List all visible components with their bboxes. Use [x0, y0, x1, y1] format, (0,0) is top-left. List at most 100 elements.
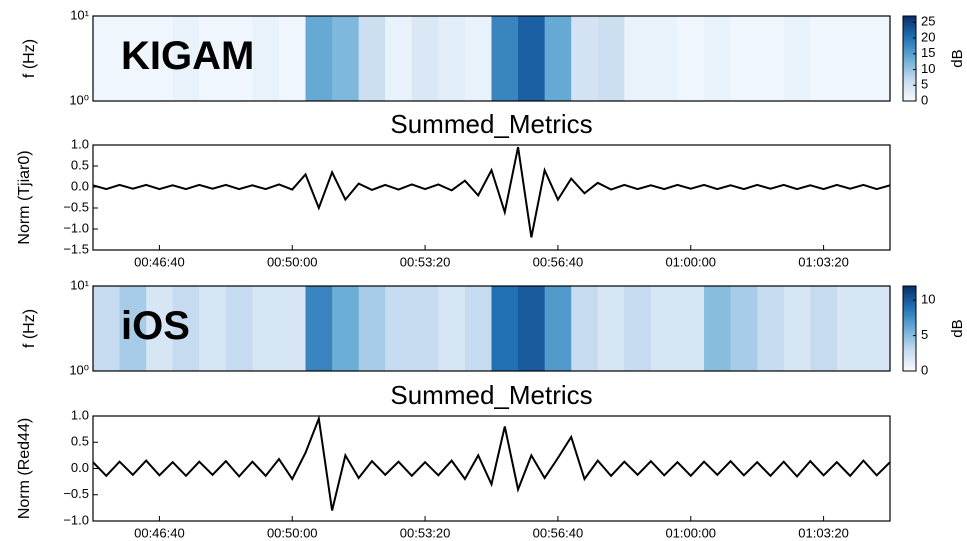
spectrogram-cell	[93, 16, 121, 101]
colorbar-strip	[903, 67, 916, 70]
y-tick-label: −1.0	[63, 220, 89, 235]
spectrogram-cell	[518, 16, 546, 101]
spectrogram-cell	[730, 286, 758, 371]
spectrogram-cell	[810, 16, 838, 101]
y-tick-label: −1.5	[63, 241, 89, 256]
colorbar-strip	[903, 354, 916, 357]
colorbar-strip	[903, 73, 916, 76]
colorbar-strip	[903, 69, 916, 72]
y-tick-label: −0.5	[63, 486, 89, 501]
spectrogram-cell	[730, 16, 758, 101]
spectrogram-cell	[544, 286, 572, 371]
spectrogram-cell	[597, 286, 625, 371]
waveform	[92, 146, 891, 238]
colorbar-strip	[903, 347, 916, 351]
colorbar-strip	[903, 28, 916, 32]
plot-frame	[92, 285, 891, 372]
colorbar-strip	[903, 64, 916, 68]
colorbar-strip	[903, 288, 916, 291]
colorbar-strip	[903, 362, 916, 366]
colorbar-label: dB	[949, 319, 966, 337]
spectrogram-cell	[252, 286, 280, 371]
y-tick-label: 1.0	[71, 136, 89, 151]
spectrogram-cell	[757, 286, 785, 371]
colorbar-strip	[903, 364, 916, 368]
colorbar-strip	[903, 84, 916, 87]
spectrogram-cell	[305, 16, 333, 101]
colorbar-strip	[903, 311, 916, 315]
x-tick-label: 01:00:00	[665, 525, 716, 540]
spectrogram-cell	[172, 286, 200, 371]
spectrogram-cell	[650, 286, 678, 371]
colorbar-strip	[903, 20, 916, 23]
chart-title: Summed_Metrics	[390, 380, 592, 410]
spectrogram-cell	[704, 16, 732, 101]
y-axis-label: f (Hz)	[21, 39, 38, 78]
colorbar-strip	[903, 24, 916, 28]
spectrogram-cell	[571, 16, 599, 101]
colorbar-strip	[903, 41, 916, 45]
colorbar-strip	[903, 334, 916, 338]
spectrogram-cell	[624, 286, 652, 371]
colorbar-strip	[903, 60, 916, 64]
colorbar-strip	[903, 328, 916, 332]
colorbar-strip	[903, 315, 916, 319]
plot-frame	[92, 15, 891, 102]
y-tick-label: −1.0	[63, 512, 89, 527]
spectrogram-cell	[332, 286, 360, 371]
colorbar-strip	[903, 351, 916, 355]
spectrogram-cell	[491, 286, 519, 371]
spectrogram-cell	[438, 286, 466, 371]
colorbar-strip	[903, 349, 916, 353]
y-tick-label: 1.0	[71, 407, 89, 422]
colorbar-strip	[903, 320, 916, 323]
colorbar-strip	[903, 345, 916, 349]
waveform	[92, 414, 891, 511]
plot-frame	[92, 415, 891, 522]
colorbar-tick-label: 5	[921, 77, 928, 92]
y-tick-label: 10⁰	[69, 362, 89, 377]
colorbar-strip	[903, 88, 916, 91]
colorbar-strip	[903, 330, 916, 334]
spectrogram-cell	[757, 16, 785, 101]
y-tick-label: 0.5	[71, 434, 89, 449]
spectrogram-cell	[385, 286, 413, 371]
chart-title: Summed_Metrics	[390, 109, 592, 139]
spectrogram-cell	[783, 286, 811, 371]
spectrogram-cell	[863, 16, 891, 101]
colorbar-strip	[903, 90, 916, 93]
colorbar-strip	[903, 294, 916, 298]
spectrogram-cell	[252, 16, 280, 101]
colorbar-strip	[903, 324, 916, 327]
colorbar-strip	[903, 298, 916, 302]
spectrogram-cell	[199, 16, 227, 101]
colorbar-strip	[903, 75, 916, 79]
spectrogram-cell	[810, 286, 838, 371]
x-tick-label: 01:03:20	[798, 525, 849, 540]
spectrogram-cell	[836, 16, 864, 101]
colorbar-strip	[903, 52, 916, 55]
spectrogram-cell	[650, 16, 678, 101]
colorbar-strip	[903, 307, 916, 310]
colorbar-strip	[903, 292, 916, 295]
colorbar-frame	[902, 15, 917, 102]
colorbar-strip	[903, 47, 916, 51]
colorbar-strip	[903, 290, 916, 293]
colorbar-strip	[903, 317, 916, 321]
colorbar-strip	[903, 18, 916, 21]
colorbar-strip	[903, 305, 916, 308]
colorbar-frame	[902, 285, 917, 372]
x-tick-label: 00:50:00	[267, 254, 318, 269]
spectrogram-cell	[518, 286, 546, 371]
spectrogram-cell	[597, 16, 625, 101]
colorbar-strip	[903, 339, 916, 342]
y-tick-label: 10¹	[70, 277, 89, 292]
plot-frame	[92, 144, 891, 251]
colorbar-strip	[903, 303, 916, 306]
spectrogram-cell	[836, 286, 864, 371]
spectrogram-cell	[358, 286, 386, 371]
annotation: iOS	[121, 304, 190, 348]
colorbar-tick-label: 10	[921, 292, 935, 307]
spectrogram-cell	[119, 286, 147, 371]
